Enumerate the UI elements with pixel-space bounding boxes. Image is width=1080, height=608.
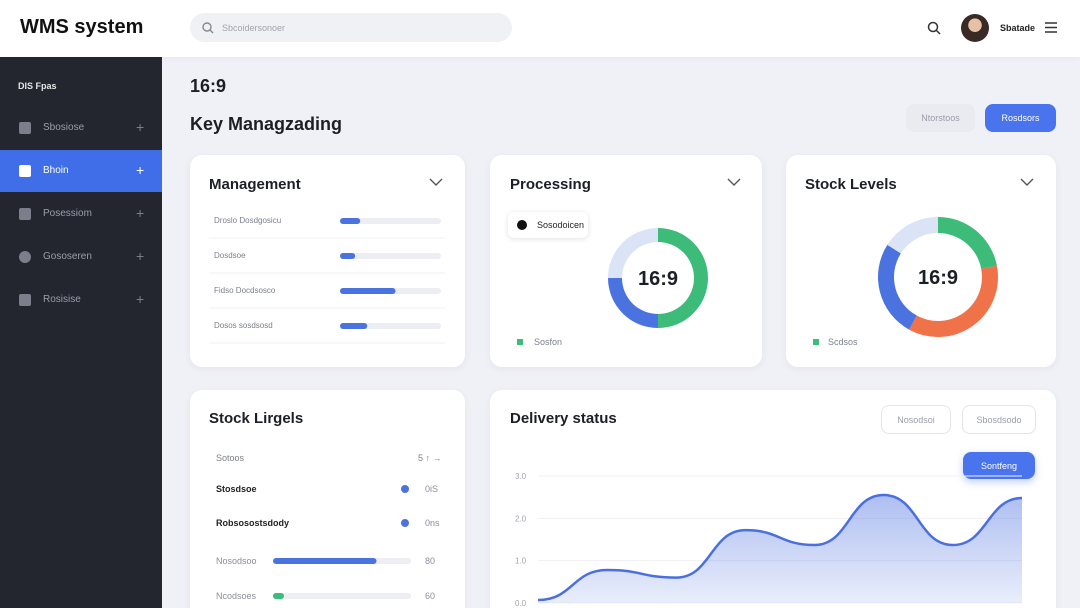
row-label: Fidso Docdsosco (214, 286, 276, 295)
progress-bar (273, 558, 377, 564)
header (0, 0, 1080, 57)
action-button[interactable]: Sontfeng (963, 452, 1035, 479)
donut-segment (608, 278, 658, 328)
row-label: Droslo Dosdgosicu (214, 216, 282, 225)
menu-icon[interactable] (1045, 22, 1057, 33)
card-title: Stock Levels (805, 176, 897, 193)
app-title: WMS system (20, 16, 144, 38)
card-title: Processing (510, 176, 591, 193)
progress-track (340, 253, 441, 259)
y-tick-label: 3.0 (515, 472, 527, 481)
chevron (727, 178, 741, 186)
badge-dot (517, 220, 527, 230)
user-name[interactable]: Sbatade (1000, 23, 1036, 33)
legend-swatch (517, 339, 523, 345)
progress-bar (273, 593, 285, 599)
line (537, 493, 1023, 602)
checklist-card (190, 390, 465, 608)
nav-expand: + (136, 248, 145, 264)
area (538, 495, 1022, 603)
y-tick-label: 2.0 (515, 514, 527, 523)
search-box[interactable] (190, 13, 512, 42)
page-title: Key Managzading (190, 114, 343, 134)
progress-track (340, 218, 441, 224)
filter-button[interactable]: Sbosdsodo (962, 405, 1036, 434)
donut-segment (938, 217, 997, 269)
nav-label[interactable]: Sbosiose (43, 122, 85, 133)
nav-label[interactable]: Posessiom (43, 208, 92, 219)
avatar[interactable] (961, 14, 989, 42)
nav-icon (19, 208, 31, 220)
donut-center: 16:9 (918, 267, 958, 289)
list-header: Sotoos (216, 453, 245, 463)
donut-segment (887, 217, 938, 254)
filter-button[interactable]: Nosodsoi (881, 405, 951, 434)
donut-segment (878, 244, 917, 330)
nav-expand: + (136, 162, 145, 178)
search-icon (202, 22, 214, 34)
secondary-button[interactable]: Ntorstoos (906, 104, 975, 132)
list-label: Stosdsoe (216, 484, 257, 494)
donut-segment (909, 265, 998, 337)
nav-expand: + (136, 205, 145, 221)
primary-button[interactable]: Rosdsors (985, 104, 1056, 132)
legend-label: Scdsos (828, 337, 858, 347)
progress-bar (340, 218, 361, 224)
y-tick-label: 1.0 (515, 557, 527, 566)
list-value: 0ns (425, 518, 440, 528)
nav-icon (19, 294, 31, 306)
nav-label[interactable]: Bhoin (43, 165, 69, 176)
list-header: 5 ↑ → (418, 453, 442, 463)
chevron (429, 178, 443, 186)
sidebar (0, 57, 162, 608)
donut-segment (608, 228, 658, 278)
legend-swatch (813, 339, 819, 345)
sidebar-section: DIS Fpas (18, 81, 57, 91)
card-title: Management (209, 176, 301, 193)
nav-expand: + (136, 119, 145, 135)
management-card (190, 155, 465, 367)
donut-segment (658, 228, 708, 328)
y-tick-label: 0.0 (515, 599, 527, 608)
chevron (1020, 178, 1034, 186)
list-value: 0iS (425, 484, 439, 494)
legend-label: Sosfon (534, 337, 563, 347)
list-label: Robsosostsdody (216, 518, 290, 528)
status-icon (401, 485, 409, 493)
badge-label: Sosodoicen (537, 220, 585, 230)
nav-label[interactable]: Rosisise (43, 294, 81, 305)
status-icon (401, 519, 409, 527)
list-label: Nosodsoo (216, 556, 257, 566)
nav-expand: + (136, 291, 145, 307)
donut-center: 16:9 (638, 268, 678, 290)
card-title: Delivery status (510, 410, 617, 427)
list-value: 80 (425, 556, 436, 566)
nav-icon (19, 251, 31, 263)
list-value: 60 (425, 591, 436, 601)
nav-icon (19, 122, 31, 134)
list-label: Ncodsoes (216, 591, 257, 601)
row-label: Dosos sosdsosd (214, 321, 273, 330)
nav-icon (19, 165, 31, 177)
nav-label[interactable]: Gososeren (43, 251, 92, 262)
row-label: Dosdsoe (214, 251, 246, 260)
progress-bar (340, 253, 356, 259)
search-button[interactable] (927, 21, 941, 35)
search-placeholder: Sbcoidersonoer (222, 23, 286, 33)
ratio-label: 16:9 (190, 76, 227, 96)
progress-bar (340, 288, 396, 294)
card-title: Stock Lirgels (209, 410, 304, 427)
progress-bar (340, 323, 368, 329)
progress-track (273, 593, 411, 599)
